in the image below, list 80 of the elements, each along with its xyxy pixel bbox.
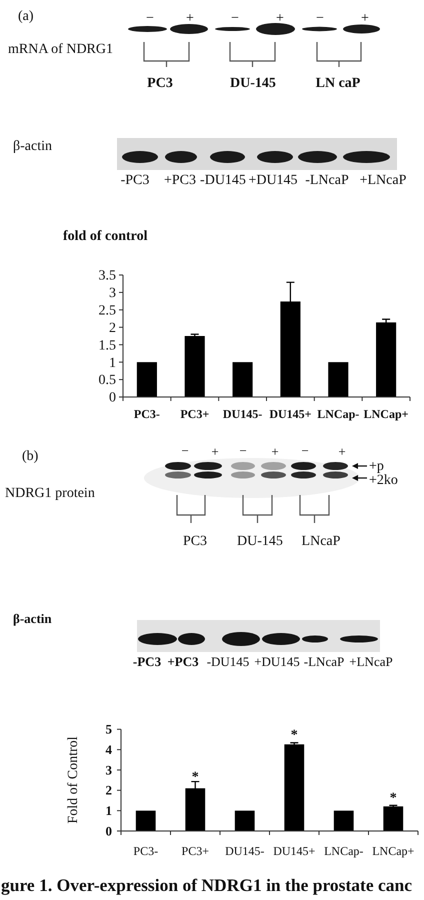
text: + [186, 11, 194, 26]
y-tick-label: 2.5 [98, 303, 116, 318]
y-tick-label: 0 [106, 823, 112, 838]
text: + [361, 11, 370, 26]
y-axis-title: fold of control [63, 229, 148, 244]
annotation: * [390, 791, 397, 806]
text: -PC3 [120, 173, 150, 188]
text: DU-145 [230, 76, 276, 91]
text: -DU145 [206, 654, 250, 669]
text: DU-145 [237, 534, 283, 549]
text: +PC3 [167, 654, 200, 669]
text: β-actin [13, 611, 52, 626]
text: mRNA of NDRG1 [8, 42, 114, 57]
y-tick-label: 3 [106, 762, 112, 778]
text: +DU145 [254, 654, 300, 669]
bar [234, 810, 255, 831]
text: − [231, 11, 240, 26]
text: + [338, 444, 346, 459]
text: -DU145 [200, 173, 246, 188]
text: +2ko [369, 473, 398, 488]
annotation: * [192, 770, 199, 785]
text: − [301, 443, 309, 458]
bar [184, 336, 205, 397]
bar [136, 362, 157, 397]
y-tick-label: 5 [106, 722, 112, 737]
text: + [211, 444, 219, 459]
y-tick-label: 0 [109, 390, 116, 406]
text: − [181, 443, 189, 458]
text: + [276, 11, 284, 26]
bar [334, 810, 354, 831]
x-tick-label: DU145- [222, 407, 262, 421]
bar [284, 744, 304, 831]
text: (b) [22, 449, 39, 464]
x-tick-label: LNCap+ [372, 844, 415, 858]
text: (a) [18, 9, 34, 24]
y-tick-label: 2 [106, 782, 112, 798]
x-tick-label: LNCap- [317, 407, 360, 421]
x-tick-label: DU145+ [269, 407, 312, 421]
x-tick-label: LNCap+ [364, 407, 409, 421]
text: -PC3 [132, 654, 162, 669]
text: +LNcaP [360, 173, 407, 188]
text: -LNcaP [304, 654, 344, 669]
text: PC3 [182, 534, 208, 549]
bar [383, 806, 404, 831]
text: β-actin [13, 139, 52, 154]
text: + [271, 444, 279, 459]
text: NDRG1 protein [5, 486, 95, 501]
text: − [316, 11, 324, 26]
x-tick-label: DU145+ [273, 844, 316, 858]
y-tick-label: 4 [106, 742, 112, 757]
text: LNcaP [302, 534, 341, 549]
text: − [239, 443, 247, 458]
y-tick-label: 1.5 [98, 338, 116, 354]
bar [232, 362, 253, 397]
y-tick-label: 3.5 [98, 268, 116, 284]
y-tick-label: 1 [109, 356, 116, 371]
y-tick-label: 2 [109, 320, 116, 336]
text: − [146, 11, 154, 26]
bar [376, 322, 396, 397]
text: +PC3 [164, 173, 196, 188]
text: gure 1. Over-expression of NDRG1 in the prostate canc [1, 875, 412, 895]
text: +p [369, 459, 384, 474]
y-tick-label: 0.5 [98, 373, 116, 388]
annotation: * [290, 728, 298, 743]
bar [136, 810, 156, 831]
bar [328, 362, 348, 397]
y-tick-label: 1 [106, 802, 112, 818]
text: +DU145 [248, 173, 298, 188]
text: +LNcaP [349, 654, 393, 669]
x-tick-label: LNCap- [324, 844, 364, 858]
x-tick-label: PC3- [134, 407, 160, 421]
y-tick-label: 3 [109, 286, 116, 302]
text: PC3 [147, 76, 173, 91]
x-tick-label: PC3+ [182, 844, 210, 858]
y-axis-title: Fold of Control [66, 736, 81, 824]
x-tick-label: PC3+ [180, 407, 210, 421]
text: -LNcaP [305, 173, 349, 188]
x-tick-label: DU145- [225, 844, 264, 858]
text: LN caP [316, 76, 361, 91]
x-tick-label: PC3- [133, 844, 158, 858]
